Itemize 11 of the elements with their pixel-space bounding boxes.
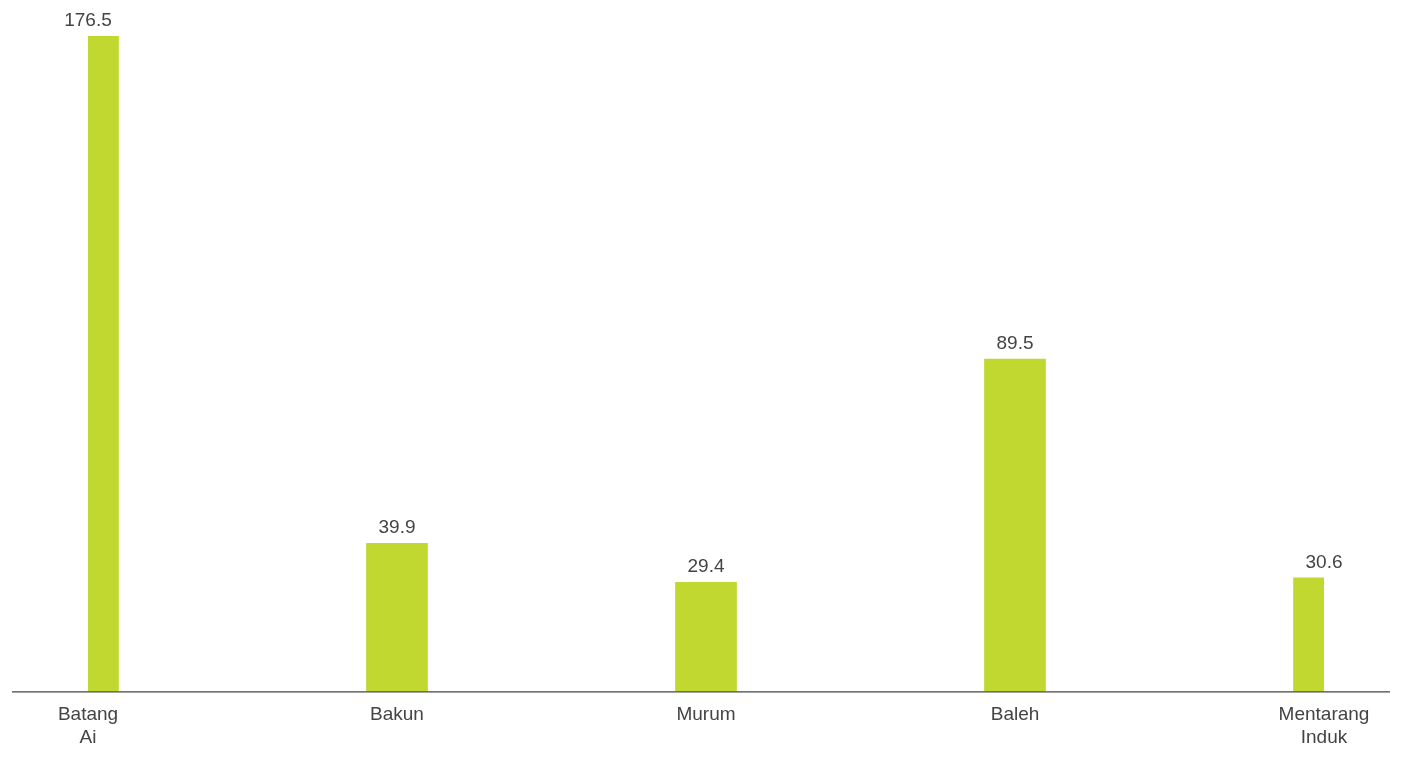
data-label: 30.6 [1305,550,1343,572]
x-tick-label: Batang Ai [57,703,119,747]
data-label: 89.5 [996,331,1034,353]
x-tick-label: Murum [676,703,736,725]
bar [675,581,737,692]
data-label: 39.9 [378,515,416,537]
data-label: 29.4 [687,554,725,576]
x-tick-label: Baleh [990,703,1040,725]
x-tick-label: Mentarang Induk [1278,703,1370,747]
x-tick-label: Bakun [370,703,424,725]
data-label: 176.5 [64,8,112,30]
